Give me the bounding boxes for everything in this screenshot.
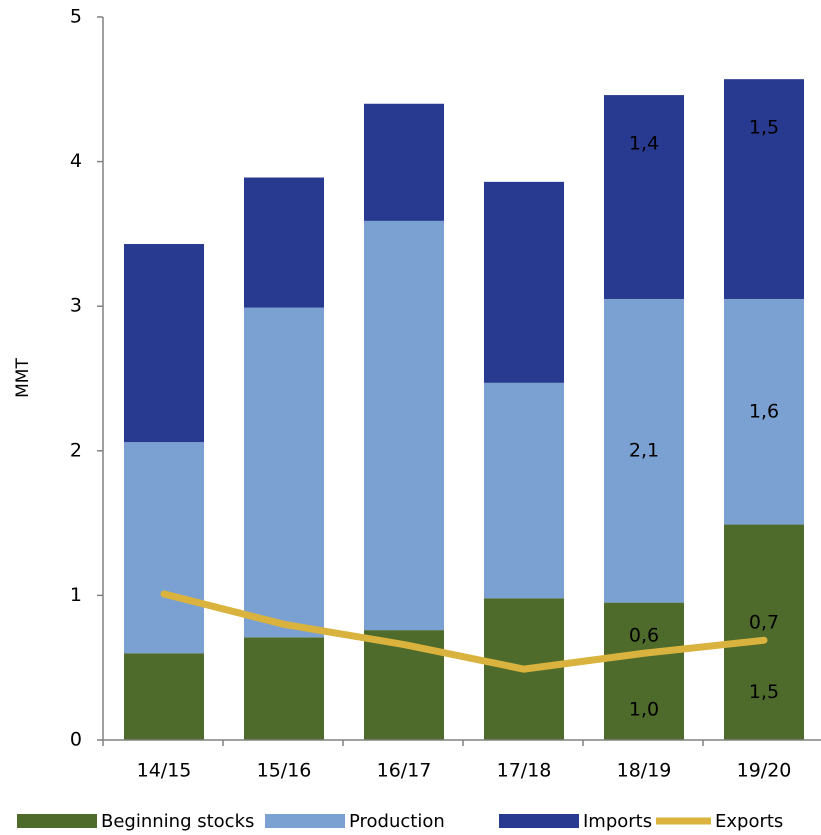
bar-imports-14-15 [124,244,204,443]
legend-label-imports: Imports [583,811,652,832]
x-tick-label: 17/18 [497,760,552,782]
bar-beginning-stocks-15-16 [244,637,324,740]
data-label-18-19-imports: 1,4 [629,133,659,155]
data-label-19-20-exports: 0,7 [749,612,779,634]
bar-production-14-15 [124,442,204,654]
bar-production-15-16 [244,307,324,638]
data-label-18-19-production: 2,1 [629,439,659,461]
bar-imports-16-17 [364,103,444,221]
line-exports [160,590,768,673]
legend-swatch-imports [499,814,579,828]
bar-production-16-17 [364,220,444,631]
y-tick-label: 2 [70,439,82,461]
y-tick-label: 0 [70,729,82,751]
bar-imports-19-20 [724,79,804,299]
x-tick-label: 16/17 [377,760,432,782]
bar-production-18-19 [604,298,684,603]
data-label-19-20-imports: 1,5 [749,117,779,139]
y-tick-label: 3 [70,295,82,317]
bar-imports-17-18 [484,181,564,383]
bar-imports-15-16 [244,177,324,308]
y-axis-label: MMT [13,358,33,398]
data-label-18-19-beginning-stocks: 1,0 [629,698,659,720]
x-tick-label: 18/19 [617,760,672,782]
legend-swatch-production [265,814,345,828]
bar-beginning-stocks-18-19 [604,602,684,740]
bar-production-17-18 [484,382,564,599]
exports-line-layer [160,590,768,673]
legend-swatch-beginning-stocks [17,814,97,828]
legend-label-beginning-stocks: Beginning stocks [101,811,254,832]
legend-label-production: Production [349,811,445,832]
bar-production-19-20 [724,298,804,525]
x-tick-label: 14/15 [137,760,192,782]
y-tick-label: 1 [70,584,82,606]
y-tick-label: 4 [70,150,82,172]
bars-layer [124,79,804,740]
axes-layer: 0 1 2 3 4 5 14/15 15/16 16/17 17/18 18/19 19/20 [70,6,821,782]
y-tick-label: 5 [70,6,82,28]
data-label-19-20-production: 1,6 [749,400,779,422]
x-tick-label: 19/20 [737,760,792,782]
data-labels-layer: 1,0 0,6 2,1 1,4 1,5 0,7 1,6 1,5 [629,117,779,721]
bar-beginning-stocks-19-20 [724,524,804,740]
x-tick-label: 15/16 [257,760,312,782]
data-label-19-20-beginning-stocks: 1,5 [749,681,779,703]
legend: Beginning stocks Production Imports Exports [17,811,783,832]
legend-label-exports: Exports [715,811,783,832]
data-label-18-19-exports: 0,6 [629,625,659,647]
bar-beginning-stocks-14-15 [124,653,204,740]
bar-imports-18-19 [604,95,684,299]
